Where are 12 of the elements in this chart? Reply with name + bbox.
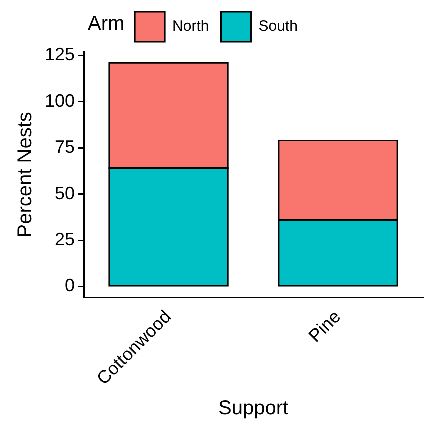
- y-axis-title: Percent Nests: [14, 112, 37, 238]
- y-tick-label: 50: [55, 183, 76, 204]
- x-tick-label: Pine: [304, 306, 345, 346]
- y-tick-label: 75: [55, 137, 76, 158]
- x-axis-title: Support: [218, 398, 289, 420]
- legend-title: Arm: [88, 12, 125, 36]
- y-tick-label: 0: [65, 276, 76, 296]
- y-tick-label: 125: [44, 44, 76, 65]
- legend-label: South: [258, 18, 298, 36]
- y-tick-label: 100: [44, 90, 76, 111]
- y-tick-label: 25: [55, 229, 76, 250]
- legend-label: North: [172, 18, 210, 36]
